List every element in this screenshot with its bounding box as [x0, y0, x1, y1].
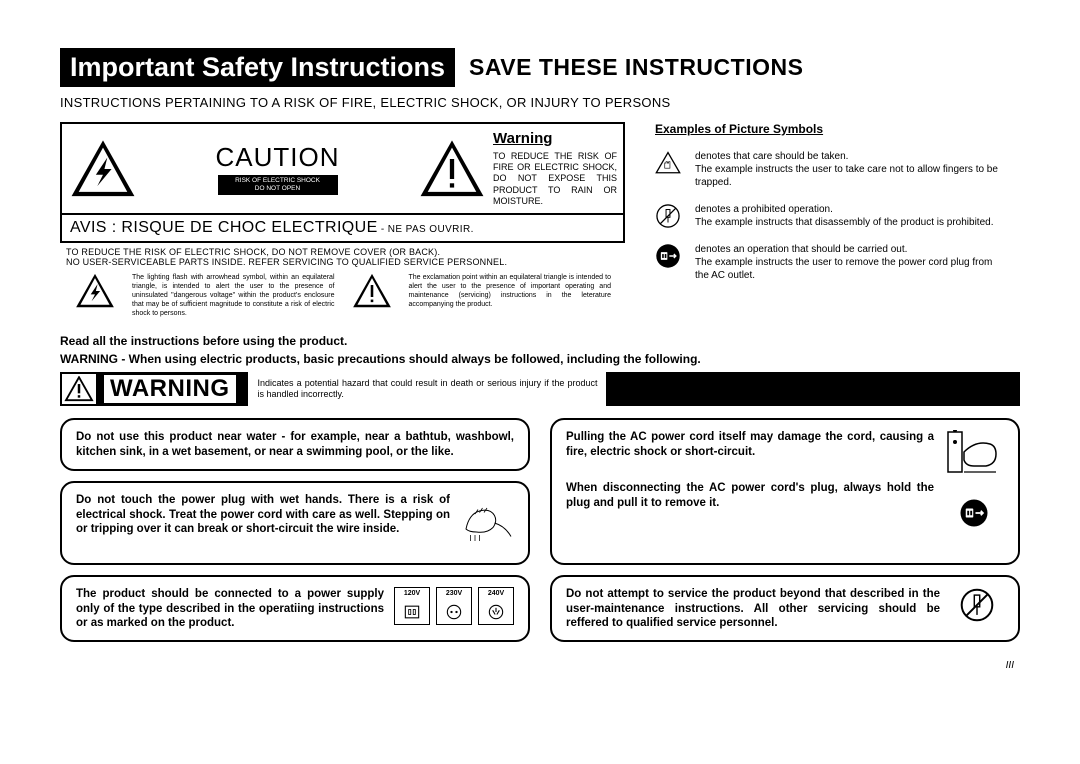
- box-service-text: Do not attempt to service the product be…: [566, 587, 940, 630]
- unplug-action-icon: [959, 498, 989, 528]
- box-wet-hands: Do not touch the power plug with wet han…: [60, 481, 530, 565]
- warning-block-title: Warning: [493, 130, 617, 149]
- voltage-diagrams: 120V 230V 240V: [394, 587, 514, 625]
- safety-boxes-grid: Do not use this product near water - for…: [60, 418, 1020, 642]
- action-denotes: denotes an operation that should be carr…: [695, 243, 1000, 256]
- example-action-text: denotes an operation that should be carr…: [695, 243, 1000, 282]
- hand-pull-drawing-icon: [946, 430, 1002, 480]
- warning-bar: WARNING: [60, 372, 248, 406]
- title-save: SAVE THESE INSTRUCTIONS: [455, 48, 803, 87]
- examples-panel: Examples of Picture Symbols denotes that…: [655, 122, 1000, 318]
- box-voltage: The product should be connected to a pow…: [60, 575, 530, 642]
- prohibit-desc: The example instructs that disassembly o…: [695, 217, 993, 228]
- example-prohibit: denotes a prohibited operation. The exam…: [655, 203, 1000, 229]
- shock-l2: NO USER-SERVICEABLE PARTS INSIDE. REFER …: [66, 257, 625, 267]
- box-service: Do not attempt to service the product be…: [550, 575, 1020, 642]
- caution-subbar: RISK OF ELECTRIC SHOCK DO NOT OPEN: [218, 175, 338, 195]
- caution-word: CAUTION: [144, 142, 411, 173]
- caution-bar-l2: DO NOT OPEN: [222, 185, 334, 193]
- voltage-240: 240V: [478, 587, 514, 625]
- caution-panel: CAUTION RISK OF ELECTRIC SHOCK DO NOT OP…: [60, 122, 625, 318]
- warning-text-block: Warning TO REDUCE THE RISK OF FIRE OR EL…: [493, 130, 617, 207]
- voltage-120: 120V: [394, 587, 430, 625]
- warning-bar-text: WARNING: [104, 375, 236, 403]
- box-voltage-text: The product should be connected to a pow…: [76, 587, 384, 630]
- shock-text: TO REDUCE THE RISK OF ELECTRIC SHOCK, DO…: [60, 247, 625, 267]
- example-prohibit-text: denotes a prohibited operation. The exam…: [695, 203, 993, 229]
- box-cord-text-b: When disconnecting the AC power cord's p…: [566, 481, 934, 510]
- warning-bar-end: [606, 372, 1021, 406]
- subhead: INSTRUCTIONS PERTAINING TO A RISK OF FIR…: [60, 95, 1020, 110]
- care-denotes: denotes that care should be taken.: [695, 150, 1000, 163]
- box-cord-pull-text: Pulling the AC power cord itself may dam…: [566, 430, 934, 510]
- excl-description: The exclamation point within an equilate…: [409, 273, 612, 318]
- caution-center: CAUTION RISK OF ELECTRIC SHOCK DO NOT OP…: [144, 142, 411, 195]
- warning-bar-row: WARNING Indicates a potential hazard tha…: [60, 372, 1020, 406]
- header-row: Important Safety Instructions SAVE THESE…: [60, 48, 1020, 87]
- avis-box: AVIS : RISQUE DE CHOC ELECTRIQUE - NE PA…: [60, 215, 625, 243]
- shock-l1: TO REDUCE THE RISK OF ELECTRIC SHOCK, DO…: [66, 247, 625, 257]
- box-water-text: Do not use this product near water - for…: [76, 430, 514, 459]
- care-desc: The example instructs the user to take c…: [695, 164, 998, 188]
- box-wet-hands-text: Do not touch the power plug with wet han…: [76, 493, 450, 536]
- title-black-bar: Important Safety Instructions: [60, 48, 455, 87]
- examples-title: Examples of Picture Symbols: [655, 122, 1000, 136]
- page-number: III: [60, 660, 1020, 671]
- prohibit-circle-icon: [655, 203, 681, 229]
- warning-block-body: TO REDUCE THE RISK OF FIRE OR ELECTRIC S…: [493, 151, 617, 207]
- action-desc: The example instructs the user to remove…: [695, 257, 992, 281]
- top-section: CAUTION RISK OF ELECTRIC SHOCK DO NOT OP…: [60, 122, 1020, 318]
- warning-followup-line: WARNING - When using electric products, …: [60, 352, 1020, 366]
- read-instructions-line: Read all the instructions before using t…: [60, 334, 1020, 348]
- symbol-descriptions: The lighting flash with arrowhead symbol…: [60, 273, 625, 318]
- warning-bar-exclamation-icon: [64, 376, 94, 402]
- example-care: denotes that care should be taken. The e…: [655, 150, 1000, 189]
- voltage-230-label: 230V: [446, 590, 462, 599]
- box-cord-pull: Pulling the AC power cord itself may dam…: [550, 418, 1020, 565]
- voltage-240-label: 240V: [488, 590, 504, 599]
- caution-bar-l1: RISK OF ELECTRIC SHOCK: [222, 177, 334, 185]
- excl-triangle-small-icon: [351, 273, 393, 309]
- wet-hand-drawing-icon: [460, 493, 514, 553]
- care-triangle-icon: [655, 150, 681, 176]
- exclamation-triangle-icon: [417, 139, 487, 199]
- unplug-circle-icon: [655, 243, 681, 269]
- voltage-230: 230V: [436, 587, 472, 625]
- prohibit-denotes: denotes a prohibited operation.: [695, 203, 993, 216]
- example-action: denotes an operation that should be carr…: [655, 243, 1000, 282]
- avis-text: AVIS : RISQUE DE CHOC ELECTRIQUE: [70, 219, 378, 236]
- avis-suffix: - NE PAS OUVRIR.: [378, 224, 474, 235]
- box-water: Do not use this product near water - for…: [60, 418, 530, 471]
- warning-bar-note: Indicates a potential hazard that could …: [258, 378, 598, 401]
- box-cord-text-a: Pulling the AC power cord itself may dam…: [566, 430, 934, 459]
- bolt-triangle-icon: [68, 139, 138, 199]
- caution-box: CAUTION RISK OF ELECTRIC SHOCK DO NOT OP…: [60, 122, 625, 215]
- example-care-text: denotes that care should be taken. The e…: [695, 150, 1000, 189]
- bolt-description: The lighting flash with arrowhead symbol…: [132, 273, 335, 318]
- voltage-120-label: 120V: [404, 590, 420, 599]
- bolt-triangle-small-icon: [74, 273, 116, 309]
- no-disassembly-icon: [959, 587, 995, 623]
